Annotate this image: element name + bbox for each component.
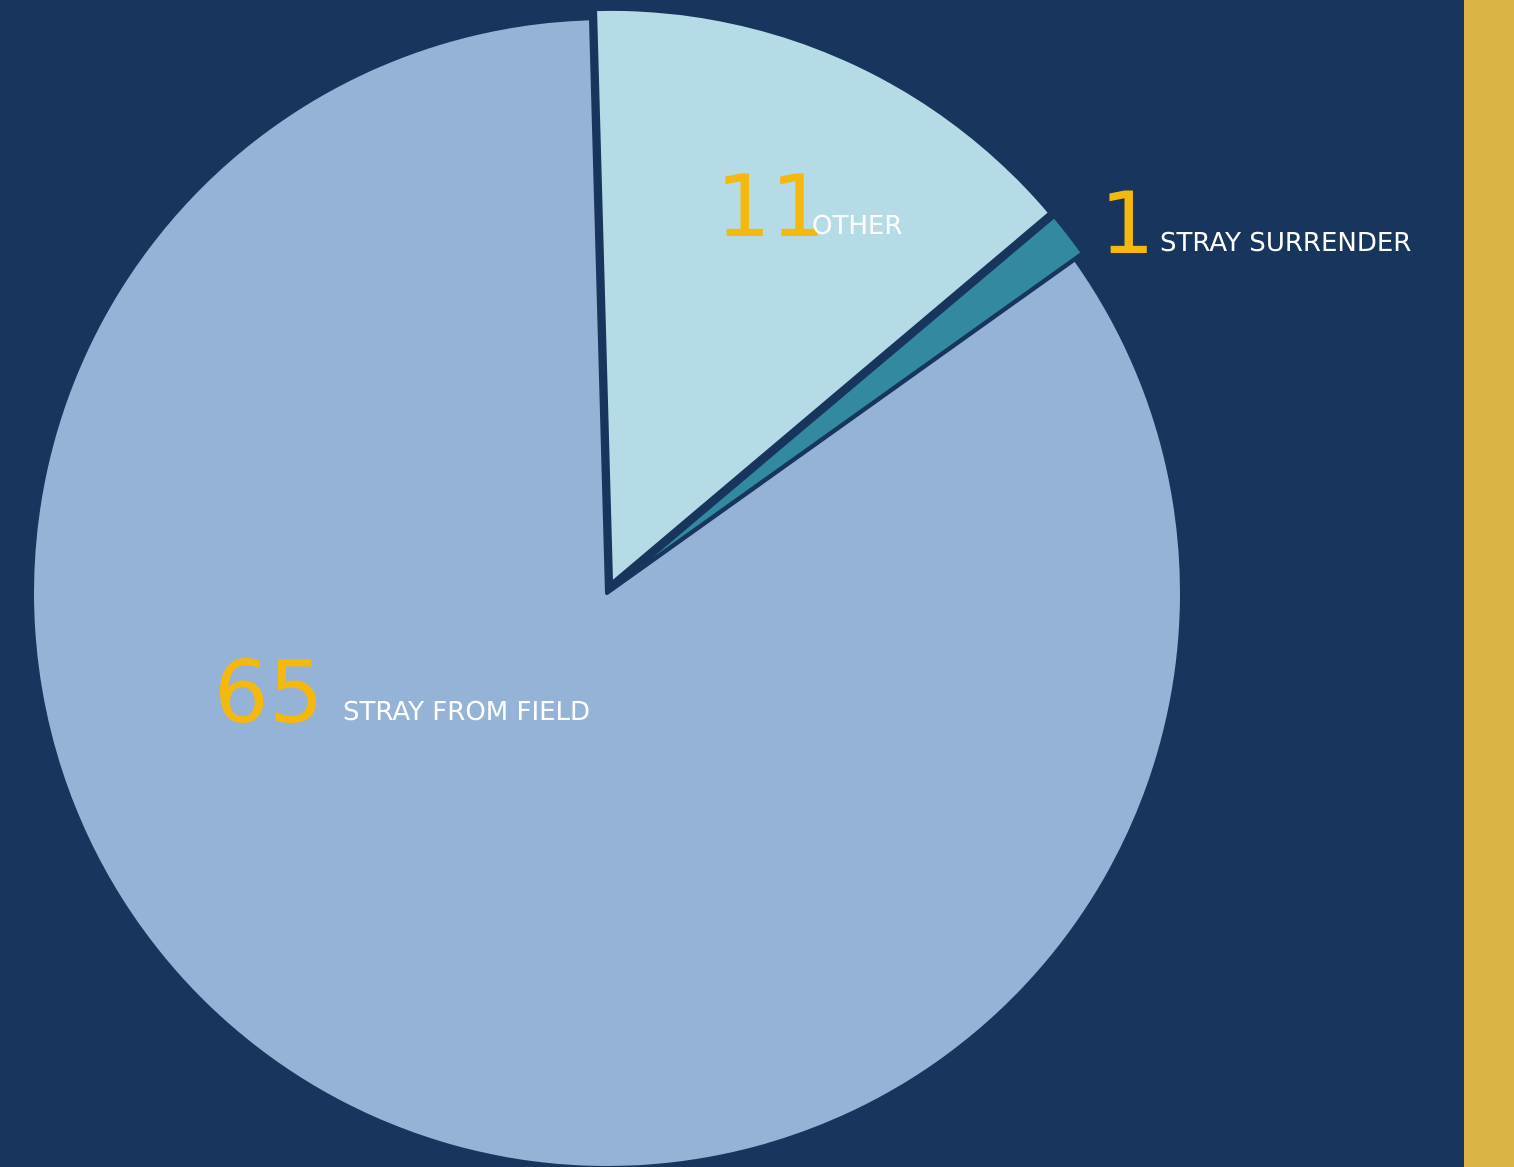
- pie-slice-other: [593, 6, 1053, 586]
- pie-slice-stray-surrender: [612, 213, 1086, 589]
- data-label-stray-surrender: STRAY SURRENDER: [1160, 228, 1411, 258]
- accent-bar: [1464, 0, 1514, 1167]
- data-value-other: 11: [716, 157, 825, 257]
- data-label-stray-from-field: STRAY FROM FIELD: [343, 697, 590, 727]
- data-label-other: OTHER: [812, 211, 902, 241]
- data-value-stray-surrender: 1: [1100, 174, 1155, 274]
- pie-slices: [30, 6, 1184, 1167]
- data-value-stray-from-field: 65: [214, 643, 323, 743]
- pie-slice-stray-from-field: [30, 16, 1184, 1167]
